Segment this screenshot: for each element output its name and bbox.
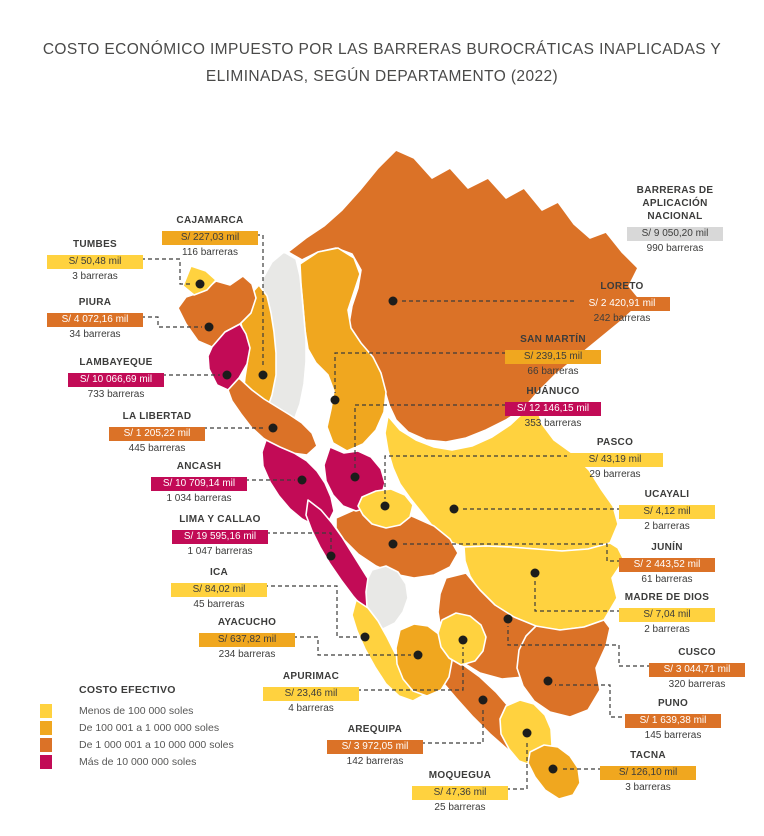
map-regions [177, 149, 643, 800]
legend: COSTO EFECTIVO Menos de 100 000 soles De … [40, 684, 234, 772]
connector-lima_callao [266, 532, 332, 549]
connector-lines [141, 234, 651, 790]
map-dot-junin [388, 539, 398, 549]
map-dots [195, 279, 558, 774]
map-dot-tumbes [195, 279, 205, 289]
map-dot-cusco [503, 614, 513, 624]
national-box-value-badge: S/ 9 050,20 mil [627, 227, 723, 241]
legend-label: De 100 001 a 1 000 000 soles [79, 722, 220, 734]
connector-pasco [384, 455, 568, 499]
map-region-la-libertad [227, 377, 318, 456]
national-barriers-box: BARRERAS DE APLICACIÓN NACIONAL S/ 9 050… [620, 184, 730, 255]
map-dot-madre_de_dios [530, 568, 540, 578]
map-dot-ica [360, 632, 370, 642]
connector-tumbes [141, 258, 193, 285]
map-dot-huanuco [350, 472, 360, 482]
connector-san_martin [334, 352, 506, 393]
map-dot-piura [204, 322, 214, 332]
map-dot-loreto [388, 296, 398, 306]
legend-label: De 1 000 001 a 10 000 000 soles [79, 739, 234, 751]
national-box-barriers: 990 barreras [646, 243, 704, 254]
map-dot-arequipa [478, 695, 488, 705]
legend-rows: Menos de 100 000 soles De 100 001 a 1 000… [40, 704, 234, 769]
map-dot-cajamarca [258, 370, 268, 380]
legend-item: De 1 000 001 a 10 000 000 soles [40, 738, 234, 752]
map-dot-tacna [548, 764, 558, 774]
map-dot-san_martin [330, 395, 340, 405]
map-dot-ayacucho [413, 650, 423, 660]
connector-madre_de_dios [534, 580, 621, 612]
map-dot-lima_callao [326, 551, 336, 561]
map-region-san-martin [299, 247, 387, 452]
connector-piura [141, 316, 202, 328]
national-box-title: BARRERAS DE APLICACIÓN NACIONAL [636, 185, 714, 222]
connector-junin [400, 543, 621, 562]
connector-ica [264, 585, 358, 638]
map-dot-la_libertad [268, 423, 278, 433]
map-dot-pasco [380, 501, 390, 511]
connector-cajamarca [256, 234, 264, 368]
legend-swatch-orange [40, 738, 52, 752]
map-dot-moquegua [522, 728, 532, 738]
title-line-1: COSTO ECONÓMICO IMPUESTO POR LAS BARRERA… [42, 41, 722, 58]
legend-swatch-magenta [40, 755, 52, 769]
connector-puno [555, 684, 629, 718]
map-dot-apurimac [458, 635, 468, 645]
legend-item: De 100 001 a 1 000 000 soles [40, 721, 234, 735]
map-dot-puno [543, 676, 553, 686]
map-region-lambayeque [207, 323, 251, 391]
map-dot-lambayeque [222, 370, 232, 380]
map-region-ayacucho [395, 623, 453, 697]
connector-apurimac [357, 647, 464, 691]
legend-swatch-amber [40, 721, 52, 735]
connector-huanuco [354, 404, 506, 470]
connector-moquegua [506, 740, 528, 790]
legend-label: Menos de 100 000 soles [79, 705, 194, 717]
map-dot-ancash [297, 475, 307, 485]
connector-cusco [507, 626, 651, 667]
map-region-ucayali [384, 403, 619, 552]
title-line-2: ELIMINADAS, SEGÚN DEPARTAMENTO (2022) [205, 68, 559, 86]
map-region-huancavelica [365, 565, 409, 630]
connector-arequipa [421, 707, 484, 744]
page-title: COSTO ECONÓMICO IMPUESTO POR LAS BARRERA… [0, 36, 764, 90]
legend-item: Más de 10 000 000 soles [40, 755, 234, 769]
legend-item: Menos de 100 000 soles [40, 704, 234, 718]
map-region-puno [516, 619, 611, 718]
legend-label: Más de 10 000 000 soles [79, 756, 197, 768]
legend-title: COSTO EFECTIVO [79, 684, 176, 696]
legend-swatch-yellow [40, 704, 52, 718]
map-dot-ucayali [449, 504, 459, 514]
